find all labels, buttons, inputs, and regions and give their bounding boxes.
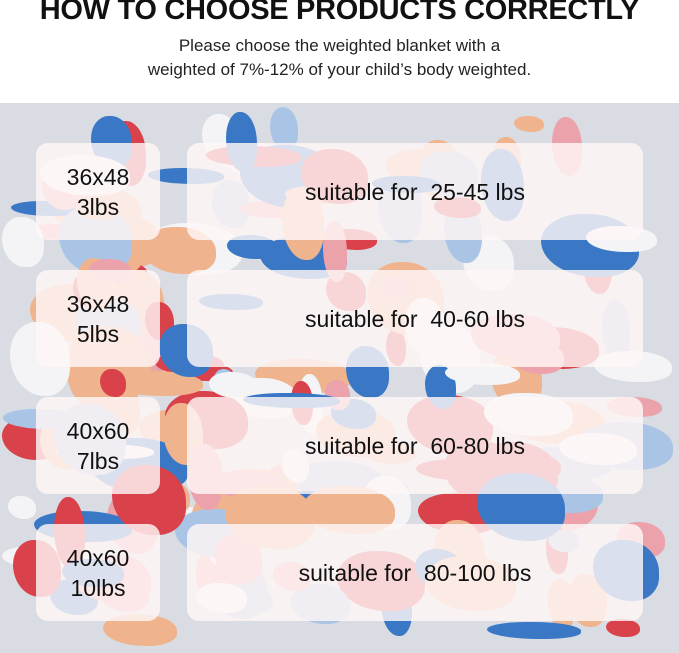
range-label: suitable for 80-100 lbs [298, 559, 532, 586]
range-label: suitable for 25-45 lbs [305, 178, 525, 205]
page-title: HOW TO CHOOSE PRODUCTS CORRECTLY [39, 0, 640, 26]
size-row: 40x60 10lbs suitable for 80-100 lbs [0, 524, 679, 621]
subtitle-line-1: Please choose the weighted blanket with … [178, 36, 501, 55]
size-box: 40x60 10lbs [36, 524, 160, 621]
range-label: suitable for 40-60 lbs [305, 305, 525, 332]
subtitle-line-2: weighted of 7%-12% of your child’s body … [147, 60, 532, 79]
camo-blob [513, 116, 544, 132]
size-label: 40x60 [66, 544, 130, 571]
range-label: suitable for 60-80 lbs [305, 432, 525, 459]
range-box: suitable for 25-45 lbs [187, 143, 643, 240]
range-box: suitable for 40-60 lbs [187, 270, 643, 367]
size-box: 36x48 3lbs [36, 143, 160, 240]
camo-blob [209, 371, 258, 399]
size-label: 40x60 [66, 417, 130, 444]
weight-label: 3lbs [76, 193, 120, 220]
size-row: 36x48 5lbs suitable for 40-60 lbs [0, 270, 679, 367]
size-row: 36x48 3lbs suitable for 25-45 lbs [0, 143, 679, 240]
weight-label: 10lbs [70, 574, 126, 601]
size-label: 36x48 [66, 290, 130, 317]
camo-blob [605, 618, 640, 637]
size-label: 36x48 [66, 163, 130, 190]
size-box: 36x48 5lbs [36, 270, 160, 367]
size-box: 40x60 7lbs [36, 397, 160, 494]
camo-blob [99, 369, 126, 398]
camo-blob [226, 234, 277, 259]
camo-blob [8, 496, 36, 520]
camo-blob [444, 362, 520, 385]
range-box: suitable for 60-80 lbs [187, 397, 643, 494]
camo-blob [486, 622, 582, 640]
weight-label: 7lbs [76, 447, 120, 474]
weight-label: 5lbs [76, 320, 120, 347]
range-box: suitable for 80-100 lbs [187, 524, 643, 621]
size-row: 40x60 7lbs suitable for 60-80 lbs [0, 397, 679, 494]
